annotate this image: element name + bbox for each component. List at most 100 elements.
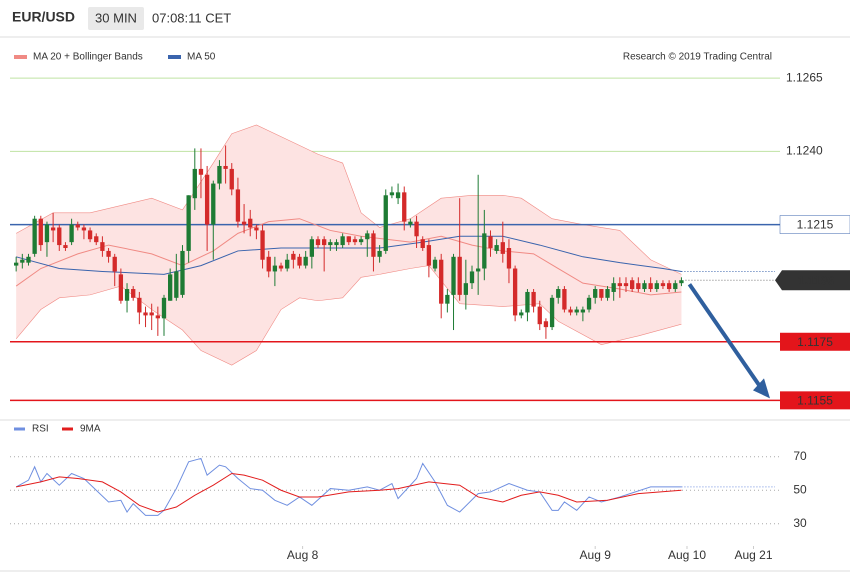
candle-body: [537, 306, 542, 325]
candle-body: [525, 291, 530, 313]
level-label: 1.1215: [797, 218, 834, 232]
candle-body: [420, 239, 425, 249]
candle-body: [451, 256, 456, 295]
last-price-box: [775, 270, 850, 291]
candle-body: [291, 253, 296, 260]
candle-body: [408, 221, 413, 225]
interval: 30 MIN: [95, 10, 137, 25]
y-tick-label: 1.1240: [786, 144, 823, 158]
candle-body: [654, 283, 659, 290]
candle-body: [241, 221, 247, 225]
candle-body: [285, 259, 290, 269]
candle-body: [143, 312, 148, 316]
candle-body: [260, 230, 265, 260]
legend-label: 9MA: [80, 424, 101, 435]
candle-body: [365, 233, 370, 240]
candle-body: [44, 224, 50, 243]
candle-body: [50, 227, 56, 231]
candle-body: [586, 297, 592, 310]
source: Research © 2019 Trading Central: [623, 52, 772, 63]
candle-body: [574, 309, 579, 313]
candle-body: [69, 224, 74, 243]
candle-body: [211, 183, 216, 225]
x-tick-label: Aug 9: [580, 548, 612, 562]
candle-body: [278, 265, 284, 269]
y-tick-label: 30: [793, 516, 807, 530]
candle-body: [315, 239, 321, 246]
candle-body: [229, 168, 234, 190]
series-line: [16, 472, 682, 513]
candle-body: [204, 174, 210, 225]
candle-body: [630, 280, 635, 290]
candle-body: [636, 283, 641, 290]
candle-body: [488, 236, 493, 249]
overlay-line: [15, 218, 682, 296]
candle-body: [87, 230, 93, 240]
candle-body: [648, 283, 653, 290]
x-tick-label: Aug 21: [734, 548, 772, 562]
candle-body: [20, 259, 25, 263]
level-box: [780, 332, 850, 351]
candle-body: [494, 245, 499, 251]
candle-body: [512, 268, 518, 316]
candle-body: [352, 239, 358, 243]
level-box: [780, 391, 850, 410]
candle-body: [149, 312, 154, 316]
candle-body: [476, 268, 481, 272]
candle-body: [198, 168, 204, 175]
interval-box: [88, 7, 144, 30]
candle-body: [94, 236, 99, 243]
candle-body: [100, 242, 105, 251]
candle-body: [389, 192, 395, 196]
forecast-arrow: [687, 283, 764, 391]
time: 07:08:11 CET: [152, 10, 231, 25]
candle-body: [254, 227, 259, 231]
forecast-arrowhead: [753, 378, 770, 399]
candle-body: [297, 256, 302, 266]
candle-body: [303, 256, 308, 266]
candle-body: [593, 289, 598, 298]
candle-body: [377, 250, 382, 257]
candle-body: [402, 192, 407, 222]
candle-body: [358, 239, 364, 243]
candle-body: [660, 283, 666, 287]
y-tick-label: 70: [793, 449, 807, 463]
candle-body: [328, 242, 333, 246]
legend-label: RSI: [32, 424, 49, 435]
candle-body: [161, 297, 167, 319]
candle-body: [340, 236, 345, 246]
candle-body: [599, 289, 604, 298]
candle-body: [217, 165, 222, 184]
candle-body: [414, 221, 419, 237]
candle-body: [642, 283, 647, 290]
candle-body: [322, 239, 327, 246]
candle-body: [666, 283, 672, 290]
candle-body: [605, 289, 610, 298]
candle-body: [500, 242, 505, 254]
candle-body: [426, 245, 432, 266]
x-tick-label: Aug 8: [287, 548, 319, 562]
candle-body: [439, 259, 444, 304]
candle-body: [457, 256, 462, 295]
y-tick-label: 1.1265: [786, 70, 823, 84]
candle-body: [248, 218, 253, 228]
band-upper: [16, 124, 682, 275]
candle-body: [432, 259, 438, 269]
candle-body: [266, 256, 271, 272]
candle-body: [75, 224, 80, 228]
legend-label: MA 50: [187, 52, 216, 63]
candle-body: [519, 312, 524, 316]
candle-body: [463, 283, 468, 295]
candle-body: [334, 242, 339, 246]
candle-body: [235, 189, 241, 222]
candle-body: [137, 297, 142, 313]
candle-body: [168, 274, 173, 301]
candle-body: [556, 289, 561, 298]
candle-body: [506, 248, 512, 269]
candle-body: [469, 271, 475, 284]
candle-body: [223, 165, 228, 169]
candle-body: [81, 227, 87, 231]
candle-body: [562, 289, 567, 310]
candle-body: [38, 218, 43, 246]
